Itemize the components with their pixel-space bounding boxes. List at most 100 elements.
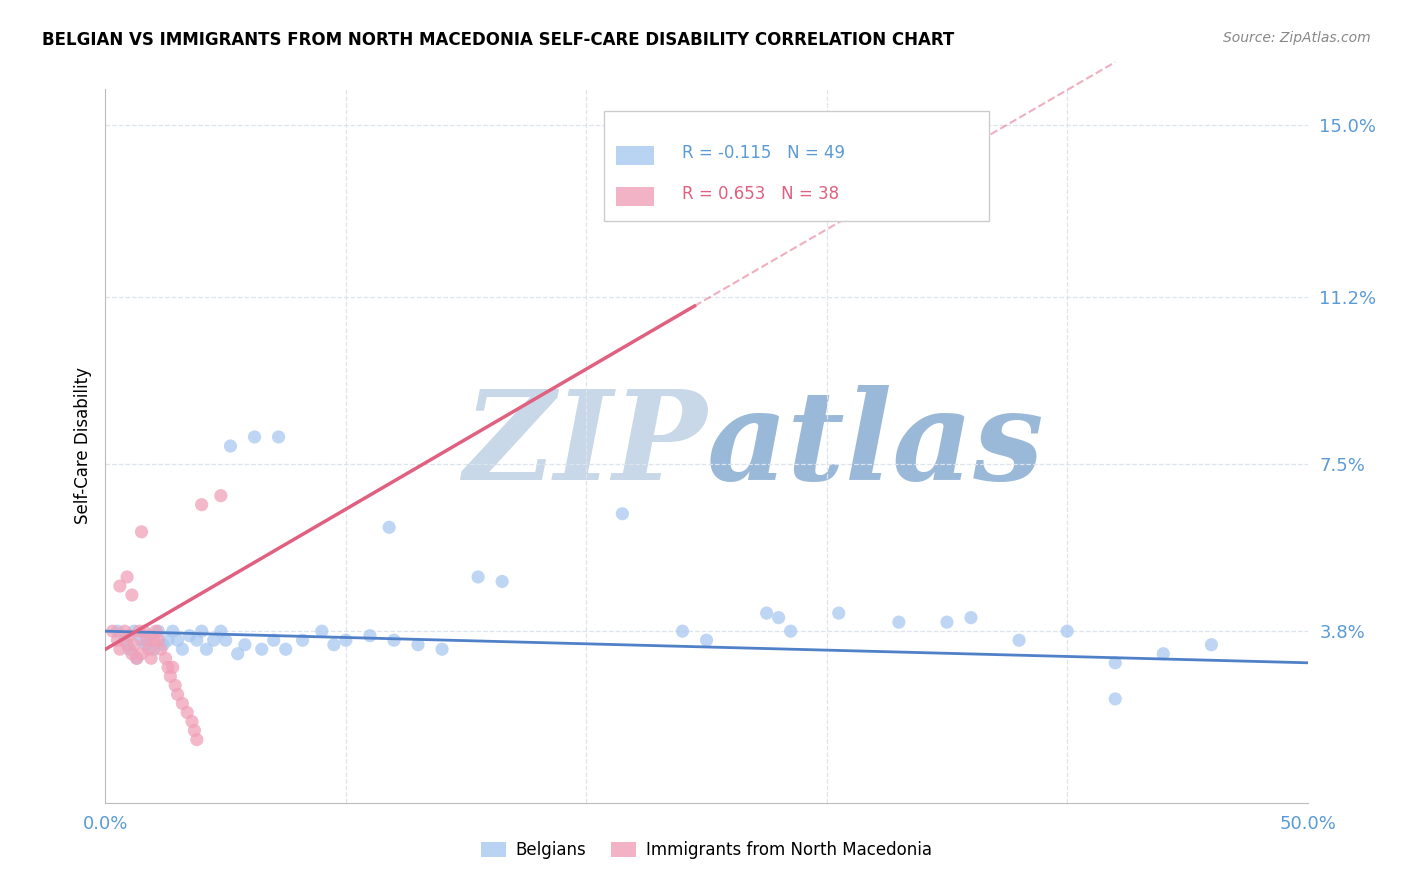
Point: [145, 624, 167, 639]
Point: [406, 638, 429, 652]
Point: [311, 624, 333, 639]
Point: [1152, 647, 1174, 661]
Point: [243, 430, 266, 444]
Point: [936, 615, 959, 629]
Point: [359, 629, 381, 643]
Point: [114, 633, 136, 648]
Text: Source: ZipAtlas.com: Source: ZipAtlas.com: [1223, 31, 1371, 45]
Point: [149, 642, 172, 657]
Point: [226, 647, 249, 661]
Legend: Belgians, Immigrants from North Macedonia: Belgians, Immigrants from North Macedoni…: [474, 835, 939, 866]
Point: [107, 624, 129, 639]
Point: [214, 633, 236, 648]
Point: [142, 642, 165, 657]
Point: [186, 633, 208, 648]
Point: [148, 624, 170, 639]
Point: [142, 633, 165, 648]
Point: [159, 669, 181, 683]
Text: R = -0.115   N = 49: R = -0.115 N = 49: [682, 144, 845, 161]
Point: [162, 624, 184, 639]
Point: [322, 638, 344, 652]
Point: [382, 633, 405, 648]
Point: [118, 629, 141, 643]
Point: [128, 624, 150, 639]
Point: [139, 629, 162, 643]
Point: [430, 642, 453, 657]
Point: [107, 633, 129, 648]
Point: [1104, 656, 1126, 670]
Point: [131, 647, 153, 661]
Point: [131, 633, 153, 648]
Point: [176, 706, 198, 720]
Point: [118, 642, 141, 657]
Point: [124, 624, 146, 639]
Point: [696, 633, 718, 648]
Y-axis label: Self-Care Disability: Self-Care Disability: [73, 368, 91, 524]
Point: [768, 610, 790, 624]
Point: [186, 732, 208, 747]
Point: [267, 430, 290, 444]
Point: [190, 498, 212, 512]
Point: [250, 642, 273, 657]
Point: [115, 638, 138, 652]
Point: [172, 697, 194, 711]
Point: [131, 524, 153, 539]
Point: [181, 714, 204, 729]
Point: [125, 651, 148, 665]
FancyBboxPatch shape: [616, 187, 654, 206]
Point: [671, 624, 693, 639]
Point: [491, 574, 513, 589]
Point: [467, 570, 489, 584]
Point: [1201, 638, 1223, 652]
Point: [779, 624, 801, 639]
Point: [172, 642, 194, 657]
Text: atlas: atlas: [707, 385, 1045, 507]
Text: R = 0.653   N = 38: R = 0.653 N = 38: [682, 185, 839, 202]
Point: [1056, 624, 1078, 639]
Point: [828, 606, 851, 620]
Point: [165, 678, 187, 692]
Point: [156, 660, 179, 674]
Point: [162, 660, 184, 674]
Point: [121, 647, 143, 661]
Point: [195, 642, 218, 657]
Point: [179, 629, 201, 643]
Point: [125, 651, 148, 665]
Point: [291, 633, 314, 648]
Point: [166, 687, 188, 701]
Point: [696, 150, 718, 164]
Point: [156, 633, 179, 648]
Point: [139, 651, 162, 665]
Point: [190, 624, 212, 639]
Point: [124, 638, 146, 652]
Point: [335, 633, 357, 648]
Point: [115, 570, 138, 584]
FancyBboxPatch shape: [605, 111, 988, 221]
Point: [263, 633, 285, 648]
Point: [101, 624, 124, 639]
Point: [887, 615, 910, 629]
Text: ZIP: ZIP: [463, 385, 707, 507]
Point: [148, 633, 170, 648]
Point: [155, 651, 177, 665]
Point: [108, 579, 131, 593]
Point: [209, 489, 232, 503]
Text: BELGIAN VS IMMIGRANTS FROM NORTH MACEDONIA SELF-CARE DISABILITY CORRELATION CHAR: BELGIAN VS IMMIGRANTS FROM NORTH MACEDON…: [42, 31, 955, 49]
Point: [209, 624, 232, 639]
Point: [378, 520, 401, 534]
Point: [755, 606, 778, 620]
Point: [121, 588, 143, 602]
Point: [612, 507, 634, 521]
Point: [1104, 692, 1126, 706]
Point: [108, 642, 131, 657]
FancyBboxPatch shape: [616, 146, 654, 165]
Point: [202, 633, 225, 648]
Point: [219, 439, 242, 453]
Point: [183, 723, 205, 738]
Point: [166, 633, 188, 648]
Point: [132, 624, 155, 639]
Point: [1008, 633, 1031, 648]
Point: [960, 610, 983, 624]
Point: [233, 638, 256, 652]
Point: [135, 638, 157, 652]
